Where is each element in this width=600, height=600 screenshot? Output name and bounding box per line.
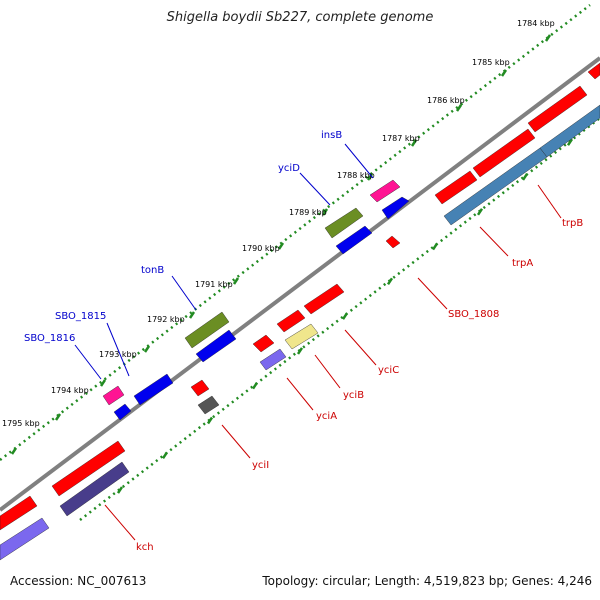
ruler-tick — [366, 173, 374, 181]
ruler-tick — [206, 416, 214, 425]
gene-label-insb[interactable]: insB — [321, 130, 342, 141]
ruler-tick — [566, 138, 574, 146]
ruler-label: 1791 kbp — [195, 280, 233, 289]
ruler-tick — [251, 382, 259, 390]
gene-feature[interactable] — [303, 283, 345, 315]
ruler-tick — [321, 208, 329, 216]
ruler-label: 1794 kbp — [51, 386, 89, 395]
ruler-tick — [116, 486, 124, 494]
genome-backbone — [0, 56, 600, 512]
accession-text: Accession: NC_007613 — [10, 574, 147, 588]
summary-text: Topology: circular; Length: 4,519,823 bp… — [262, 574, 592, 588]
diagram-title: Shigella boydii Sb227, complete genome — [166, 10, 434, 25]
gene-feature[interactable] — [184, 311, 230, 349]
label-leader-line — [299, 172, 331, 206]
label-leader-line — [286, 377, 314, 411]
ruler-label: 1792 kbp — [147, 315, 185, 324]
gene-feature[interactable] — [324, 207, 364, 239]
gene-feature[interactable] — [0, 517, 50, 561]
ruler-label: 1790 kbp — [242, 244, 280, 253]
ruler-tick — [521, 173, 529, 181]
ruler-tick — [188, 311, 196, 319]
ruler-tick — [161, 451, 169, 459]
ruler-tick — [232, 277, 240, 285]
gene-label-ycic[interactable]: yciC — [378, 365, 399, 376]
gene-label-sbo_1816[interactable]: SBO_1816 — [24, 333, 75, 344]
gene-feature[interactable] — [276, 309, 306, 333]
ruler-tick — [476, 208, 484, 216]
label-leader-line — [479, 226, 509, 257]
gene-label-sbo_1815[interactable]: SBO_1815 — [55, 311, 106, 322]
gene-label-ycii[interactable]: yciI — [252, 460, 269, 471]
ruler-tick — [10, 447, 18, 455]
gene-feature[interactable] — [197, 395, 220, 415]
ruler-label: 1784 kbp — [517, 19, 555, 28]
gene-feature[interactable] — [284, 323, 319, 350]
ruler-tick — [386, 277, 394, 286]
ruler-tick — [431, 242, 439, 251]
gene-feature[interactable] — [259, 348, 287, 371]
ruler-tick — [410, 139, 418, 147]
ruler-tick — [544, 34, 552, 42]
label-leader-line — [537, 184, 562, 219]
gene-label-ycid[interactable]: yciD — [278, 163, 300, 174]
gene-feature[interactable] — [0, 495, 38, 531]
ruler-tick — [143, 345, 151, 353]
gene-feature[interactable] — [527, 85, 588, 133]
label-leader-line — [417, 277, 448, 310]
gene-feature[interactable] — [385, 235, 401, 249]
ruler-tick — [341, 312, 349, 320]
ruler-tick — [296, 347, 304, 355]
gene-feature[interactable] — [252, 334, 275, 353]
ruler-tick — [99, 379, 107, 387]
ruler-tick — [277, 242, 285, 250]
label-leader-line — [74, 344, 102, 380]
gene-feature[interactable] — [195, 329, 237, 363]
ruler-label: 1785 kbp — [472, 58, 510, 67]
ruler-label: 1788 kbp — [337, 171, 375, 180]
gene-label-kch[interactable]: kch — [136, 542, 154, 553]
gene-feature[interactable] — [381, 196, 410, 220]
gene-feature[interactable] — [434, 170, 478, 205]
label-leader-line — [171, 275, 197, 311]
gene-feature[interactable] — [133, 373, 174, 406]
gene-feature[interactable] — [335, 225, 373, 255]
gene-feature[interactable] — [59, 461, 130, 517]
ruler-label: 1795 kbp — [2, 419, 40, 428]
gene-label-sbo_1808[interactable]: SBO_1808 — [448, 309, 499, 320]
label-leader-line — [344, 143, 374, 179]
gene-label-trpa[interactable]: trpA — [512, 258, 533, 269]
gene-feature[interactable] — [369, 179, 401, 203]
label-leader-line — [344, 329, 377, 366]
label-leader-line — [106, 322, 130, 377]
ruler-tick — [54, 413, 62, 421]
gene-feature[interactable] — [472, 128, 536, 178]
label-leader-line — [221, 424, 251, 459]
gene-feature[interactable] — [51, 440, 126, 497]
ruler-label: 1787 kbp — [382, 134, 420, 143]
gene-label-trpb[interactable]: trpB — [562, 218, 583, 229]
ruler-upper — [0, 4, 591, 461]
ruler-tick — [500, 69, 508, 77]
gene-feature[interactable] — [539, 104, 600, 158]
label-leader-line — [314, 354, 341, 389]
ruler-tick — [455, 104, 463, 112]
gene-label-ycia[interactable]: yciA — [316, 411, 337, 422]
ruler-label: 1786 kbp — [427, 96, 465, 105]
ruler-label: 1793 kbp — [99, 350, 137, 359]
gene-feature[interactable] — [190, 379, 210, 397]
gene-feature[interactable] — [587, 62, 600, 80]
gene-feature[interactable] — [113, 403, 132, 421]
ruler-label: 1789 kbp — [289, 208, 327, 217]
label-leader-line — [104, 504, 136, 541]
gene-label-tonb[interactable]: tonB — [141, 265, 164, 276]
gene-feature[interactable] — [102, 385, 125, 406]
gene-label-ycib[interactable]: yciB — [343, 390, 364, 401]
